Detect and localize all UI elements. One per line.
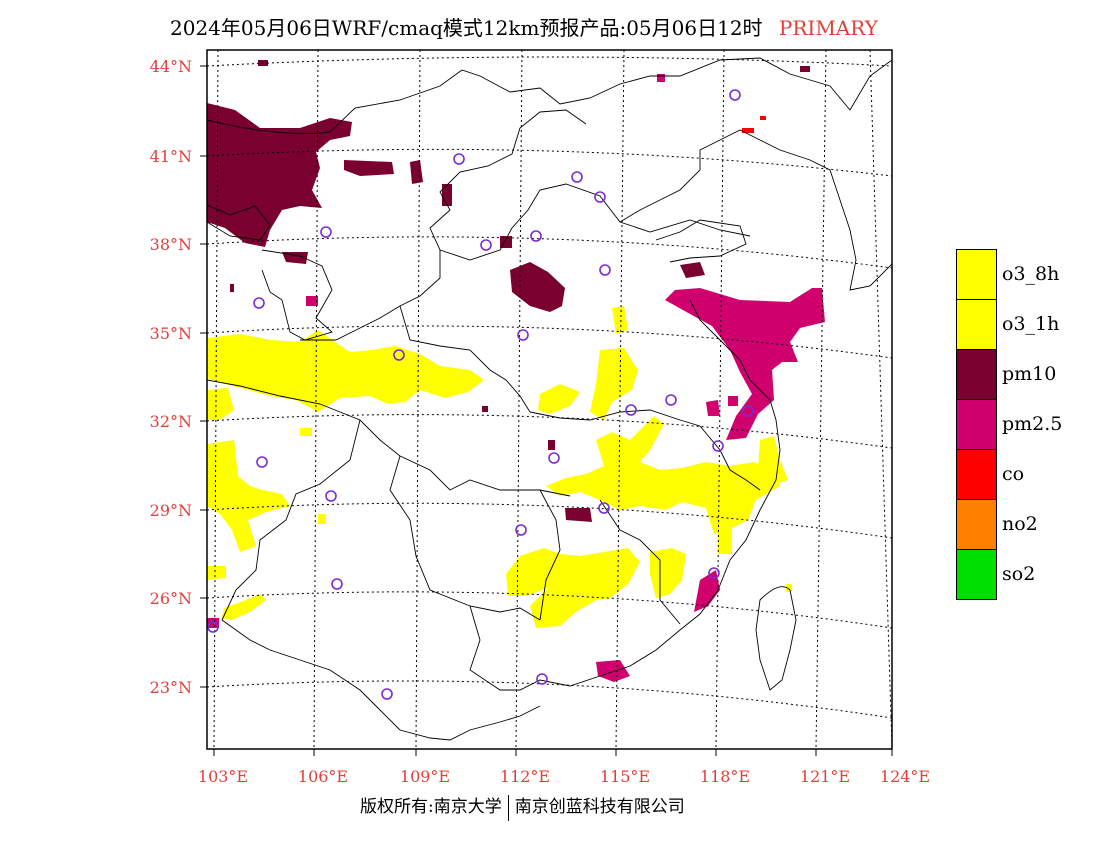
lon-label-115: 115°E: [600, 767, 650, 786]
latitude-labels: 44°N 41°N 38°N 35°N 32°N 29°N 26°N 23°N: [150, 57, 192, 697]
pm10-area: [207, 60, 810, 522]
copyright-footer: 版权所有:南京大学 南京创蓝科技有限公司: [360, 792, 685, 821]
lon-label-109: 109°E: [400, 767, 450, 786]
legend-item-pm2-5: pm2.5: [956, 399, 1096, 450]
lat-label-35: 35°N: [150, 324, 192, 343]
legend-label: so2: [1002, 563, 1036, 585]
legend-swatch: [956, 549, 997, 600]
legend-swatch: [956, 399, 997, 450]
longitude-labels: 103°E 106°E 109°E 112°E 115°E 118°E 121°…: [198, 767, 930, 786]
lat-label-44: 44°N: [150, 57, 192, 76]
title-text: 2024年05月06日WRF/cmaq模式12km预报产品:05月06日12时: [170, 16, 763, 40]
lon-label-124: 124°E: [880, 767, 930, 786]
legend-label: co: [1002, 463, 1025, 485]
copyright-text: 版权所有:南京大学: [360, 797, 502, 817]
legend-label: no2: [1002, 513, 1038, 535]
legend-swatch: [956, 449, 997, 500]
legend-label: pm2.5: [1002, 413, 1063, 435]
o3-area: [207, 306, 792, 628]
legend-swatch: [956, 299, 997, 350]
pm2-5-area: [207, 74, 825, 682]
legend-item-o3-1h: o3_1h: [956, 299, 1096, 350]
footer-divider: [507, 794, 509, 821]
lat-label-41: 41°N: [150, 147, 192, 166]
legend-swatch: [956, 249, 997, 300]
lon-label-112: 112°E: [500, 767, 550, 786]
legend-swatch: [956, 499, 997, 550]
lat-label-38: 38°N: [150, 235, 192, 254]
legend-item-pm10: pm10: [956, 349, 1096, 400]
co-area: [742, 116, 766, 133]
lon-label-106: 106°E: [298, 767, 348, 786]
company-text: 南京创蓝科技有限公司: [514, 797, 685, 817]
legend-item-so2: so2: [956, 549, 1096, 600]
province-boundaries: [207, 57, 892, 741]
legend-label: pm10: [1002, 363, 1057, 385]
map-title: 2024年05月06日WRF/cmaq模式12km预报产品:05月06日12时 …: [170, 12, 878, 41]
graticule: [207, 50, 892, 749]
legend-swatch: [956, 349, 997, 400]
lon-label-118: 118°E: [700, 767, 750, 786]
lat-label-23: 23°N: [150, 678, 192, 697]
lat-label-26: 26°N: [150, 589, 192, 608]
pollutant-legend: o3_8h o3_1h pm10 pm2.5 co no2 so2: [956, 249, 1096, 600]
map-frame: [206, 49, 893, 750]
legend-item-co: co: [956, 449, 1096, 500]
lat-label-32: 32°N: [150, 412, 192, 431]
legend-label: o3_1h: [1002, 313, 1060, 335]
lat-label-29: 29°N: [150, 501, 192, 520]
legend-item-no2: no2: [956, 499, 1096, 550]
station-markers: [207, 89, 754, 700]
primary-tag: PRIMARY: [778, 16, 878, 40]
longitude-axis: [213, 749, 893, 756]
legend-item-o3-8h: o3_8h: [956, 249, 1096, 300]
lon-label-121: 121°E: [800, 767, 850, 786]
lon-label-103: 103°E: [198, 767, 248, 786]
latitude-axis: [200, 65, 207, 688]
legend-label: o3_8h: [1002, 263, 1060, 285]
